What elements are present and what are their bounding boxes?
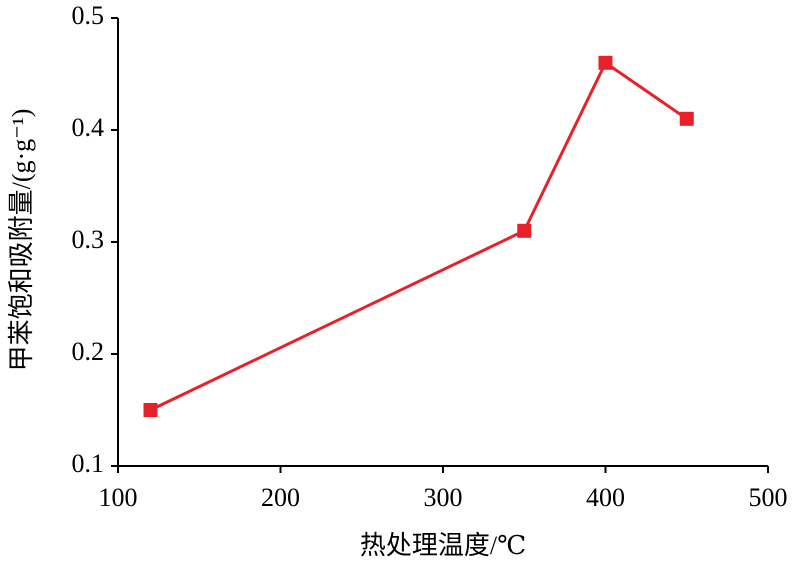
data-point — [598, 55, 613, 70]
data-line — [149, 60, 688, 412]
x-tick-label: 400 — [586, 483, 625, 512]
x-tick-label: 100 — [99, 483, 138, 512]
y-tick-label: 0.2 — [72, 337, 105, 366]
x-axis-label: 热处理温度/℃ — [360, 531, 526, 560]
y-axis-label: 甲苯饱和吸附量/(g·g⁻¹) — [7, 109, 36, 372]
y-tick-label: 0.1 — [72, 449, 105, 478]
y-tick-label: 0.4 — [72, 113, 105, 142]
data-point — [143, 403, 158, 417]
x-tick-label: 300 — [424, 483, 463, 512]
data-point — [517, 223, 532, 238]
y-tick-label: 0.3 — [72, 225, 105, 254]
y-tick-label: 0.5 — [72, 1, 105, 30]
x-tick-label: 200 — [261, 483, 300, 512]
data-point — [679, 111, 694, 126]
x-tick-label: 500 — [749, 483, 788, 512]
